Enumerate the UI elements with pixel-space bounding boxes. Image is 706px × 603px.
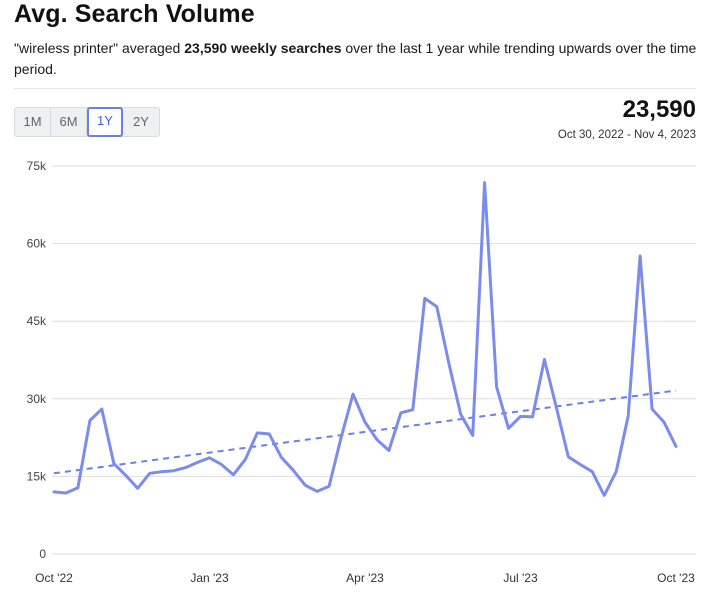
y-tick-label: 45k [27, 314, 47, 328]
date-range: Oct 30, 2022 - Nov 4, 2023 [557, 129, 696, 141]
average-value: 23,590 [622, 96, 696, 123]
tab-2y[interactable]: 2Y [133, 114, 149, 129]
y-tick-label: 60k [27, 237, 47, 251]
summary-prefix: "wireless printer" averaged [14, 40, 185, 56]
divider [14, 88, 696, 89]
x-tick-label: Oct '23 [657, 571, 695, 585]
summary-highlight: 23,590 weekly searches [184, 40, 342, 56]
trend-line [53, 389, 677, 475]
page-title: Avg. Search Volume [14, 0, 255, 28]
tab-1m[interactable]: 1M [15, 108, 51, 136]
y-tick-label: 0 [39, 547, 46, 561]
chart-grid [52, 165, 696, 555]
y-tick-label: 75k [27, 159, 47, 173]
x-axis-ticks: Oct '22 Jan '23 Apr '23 Jul '23 Oct '23 [35, 571, 695, 585]
tab-6m[interactable]: 6M [51, 108, 87, 136]
search-volume-chart: 0 15k 30k 45k 60k 75k Oct '22 Jan '23 Apr '23 Ju… [27, 159, 696, 585]
x-tick-label: Apr '23 [346, 571, 384, 585]
series-line-search-volume [52, 181, 678, 497]
summary-suffix: over the last 1 year while trending upwa… [14, 40, 697, 77]
x-tick-label: Jul '23 [503, 571, 538, 585]
x-tick-label: Jan '23 [190, 571, 229, 585]
range-tabs: 1M 6M 1Y 2Y [14, 107, 160, 137]
y-tick-label: 15k [27, 469, 47, 483]
tab-1y[interactable]: 1Y [87, 107, 123, 137]
y-tick-label: 30k [27, 392, 47, 406]
y-axis-ticks: 0 15k 30k 45k 60k 75k [27, 159, 47, 561]
x-tick-label: Oct '22 [35, 571, 73, 585]
summary-text: "wireless printer" averaged 23,590 weekl… [14, 38, 704, 80]
